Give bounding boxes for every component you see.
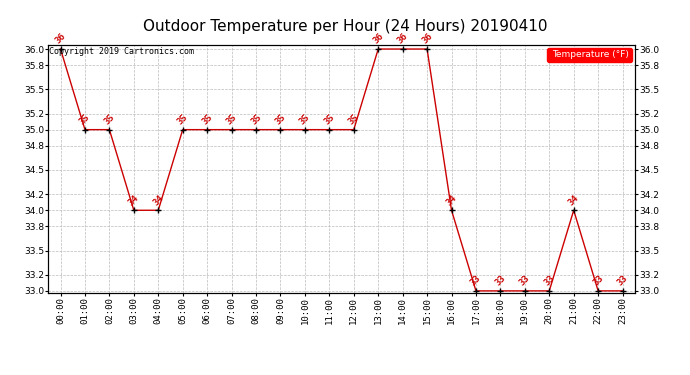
Text: 36: 36 xyxy=(420,32,434,46)
Text: 33: 33 xyxy=(615,274,629,288)
Legend: Temperature (°F): Temperature (°F) xyxy=(547,48,632,62)
Text: 33: 33 xyxy=(493,274,507,288)
Text: 34: 34 xyxy=(127,193,141,207)
Text: 36: 36 xyxy=(54,32,68,46)
Text: 35: 35 xyxy=(225,112,239,126)
Text: 35: 35 xyxy=(298,112,312,126)
Text: 33: 33 xyxy=(469,274,483,288)
Text: Copyright 2019 Cartronics.com: Copyright 2019 Cartronics.com xyxy=(50,48,195,57)
Text: 33: 33 xyxy=(518,274,532,288)
Text: 35: 35 xyxy=(176,112,190,126)
Text: 35: 35 xyxy=(200,112,214,126)
Text: 35: 35 xyxy=(102,112,117,126)
Text: 35: 35 xyxy=(273,112,288,126)
Text: 34: 34 xyxy=(151,193,165,207)
Text: 35: 35 xyxy=(249,112,263,126)
Text: 35: 35 xyxy=(347,112,361,126)
Text: Outdoor Temperature per Hour (24 Hours) 20190410: Outdoor Temperature per Hour (24 Hours) … xyxy=(143,19,547,34)
Text: 34: 34 xyxy=(566,193,581,207)
Text: 36: 36 xyxy=(371,32,385,46)
Text: 35: 35 xyxy=(78,112,92,126)
Text: 33: 33 xyxy=(591,274,605,288)
Text: 34: 34 xyxy=(444,193,458,207)
Text: 36: 36 xyxy=(395,32,410,46)
Text: 33: 33 xyxy=(542,274,556,288)
Text: 35: 35 xyxy=(322,112,336,126)
